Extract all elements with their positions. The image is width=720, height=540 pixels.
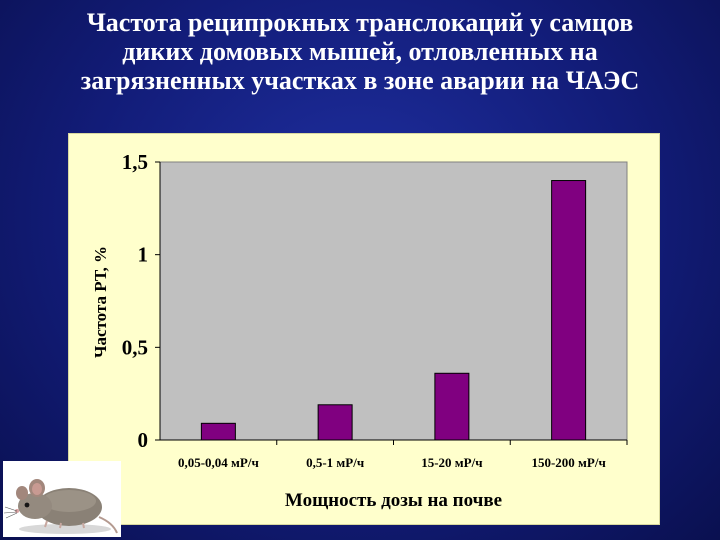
x-tick-label: 0,5-1 мР/ч	[306, 455, 364, 470]
slide-title: Частота реципрокных транслокаций у самцо…	[0, 8, 720, 95]
x-tick-label: 150-200 мР/ч	[531, 455, 605, 470]
bar	[200, 422, 236, 441]
y-tick-label: 0	[138, 428, 149, 452]
y-tick-label: 1	[138, 243, 149, 267]
y-tick-label: 0,5	[122, 335, 148, 359]
plot-area	[159, 161, 628, 441]
title-line-3: загрязненных участках в зоне аварии на Ч…	[80, 66, 640, 95]
bar	[317, 404, 353, 441]
x-tick-label: 0,05-0,04 мР/ч	[178, 455, 259, 470]
bar	[551, 180, 587, 441]
y-tick-label: 1,5	[122, 150, 148, 174]
y-axis-title: Частота РТ, %	[91, 246, 110, 358]
title-line-1: Частота реципрокных транслокаций у самцо…	[86, 8, 634, 37]
mouse-photo-icon	[3, 479, 118, 534]
x-axis-title: Мощность дозы на почве	[285, 490, 502, 511]
x-tick-label: 15-20 мР/ч	[421, 455, 482, 470]
bar	[434, 372, 470, 441]
title-line-2: диких домовых мышей, отловленных на	[122, 37, 598, 66]
mouse-photo	[3, 461, 121, 537]
